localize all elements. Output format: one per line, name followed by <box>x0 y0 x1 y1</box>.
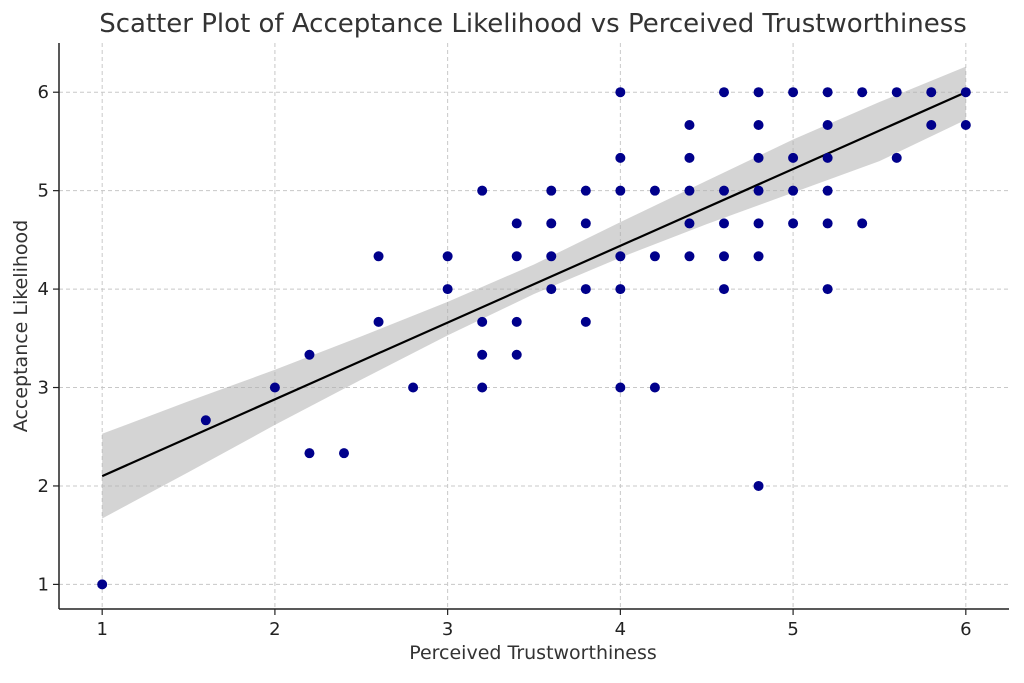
data-point <box>615 152 626 163</box>
data-point <box>511 316 522 327</box>
data-point <box>753 218 764 229</box>
x-tick-label: 6 <box>960 619 971 640</box>
data-point <box>960 87 971 98</box>
data-point <box>719 87 729 98</box>
data-point <box>511 349 522 360</box>
y-tick-label: 5 <box>38 181 49 202</box>
data-point <box>615 87 626 98</box>
data-point <box>788 218 799 229</box>
grid <box>59 43 1009 609</box>
data-point <box>822 284 833 295</box>
data-point <box>719 251 729 262</box>
data-point <box>753 480 764 491</box>
data-point <box>649 382 660 393</box>
y-tick-label: 1 <box>38 574 49 595</box>
data-point <box>822 87 833 98</box>
data-point <box>891 152 902 163</box>
data-point <box>960 119 971 130</box>
x-tick-label: 3 <box>442 619 453 640</box>
data-point <box>788 152 799 163</box>
y-axis-label: Acceptance Likelihood <box>10 220 32 432</box>
data-point <box>580 185 591 196</box>
data-point <box>822 152 833 163</box>
y-tick-label: 6 <box>38 82 49 103</box>
data-point <box>753 87 764 98</box>
data-point <box>684 152 695 163</box>
data-point <box>857 218 868 229</box>
x-tick-label: 1 <box>96 619 107 640</box>
data-point <box>580 284 591 295</box>
data-point <box>649 251 660 262</box>
data-point <box>339 448 349 459</box>
y-tick-label: 2 <box>38 476 49 497</box>
y-tick-label: 4 <box>38 279 49 300</box>
x-tick-label: 5 <box>787 619 798 640</box>
data-point <box>753 185 764 196</box>
data-points-layer <box>97 87 971 590</box>
data-point <box>546 251 557 262</box>
data-point <box>511 251 522 262</box>
data-point <box>408 382 419 393</box>
data-point <box>926 87 937 98</box>
data-point <box>788 185 799 196</box>
data-point <box>546 284 557 295</box>
tick-labels: 1 2 3 4 5 6 1 2 3 4 5 6 <box>38 82 972 640</box>
data-point <box>477 316 488 327</box>
data-point <box>822 218 833 229</box>
data-point <box>857 87 868 98</box>
confidence-band-layer <box>102 66 966 519</box>
regression-line <box>101 91 967 478</box>
data-point <box>373 251 384 262</box>
data-point <box>511 218 522 229</box>
data-point <box>926 119 937 130</box>
data-point <box>753 251 764 262</box>
data-point <box>891 87 902 98</box>
data-point <box>615 185 626 196</box>
data-point <box>269 382 280 393</box>
data-point <box>477 382 488 393</box>
data-point <box>684 185 695 196</box>
data-point <box>200 415 211 426</box>
data-point <box>719 284 729 295</box>
data-point <box>753 119 764 130</box>
axes <box>58 43 1009 610</box>
data-point <box>580 316 591 327</box>
x-tick-label: 4 <box>615 619 626 640</box>
data-point <box>615 251 626 262</box>
data-point <box>822 185 833 196</box>
regression-line-layer <box>101 91 967 478</box>
data-point <box>719 185 729 196</box>
chart-title: Scatter Plot of Acceptance Likelihood vs… <box>99 9 967 39</box>
data-point <box>615 382 626 393</box>
data-point <box>822 119 833 130</box>
data-point <box>546 218 557 229</box>
data-point <box>580 218 591 229</box>
data-point <box>477 185 488 196</box>
data-point <box>442 284 453 295</box>
data-point <box>684 218 695 229</box>
data-point <box>719 218 729 229</box>
x-axis-label: Perceived Trustworthiness <box>409 642 657 664</box>
data-point <box>304 448 315 459</box>
data-point <box>373 316 384 327</box>
data-point <box>97 579 108 590</box>
data-point <box>615 284 626 295</box>
data-point <box>442 251 453 262</box>
x-tick-label: 2 <box>269 619 280 640</box>
data-point <box>788 87 799 98</box>
data-point <box>649 185 660 196</box>
data-point <box>546 185 557 196</box>
data-point <box>477 349 488 360</box>
data-point <box>684 251 695 262</box>
y-tick-label: 3 <box>38 378 49 399</box>
confidence-band <box>102 66 966 519</box>
data-point <box>753 152 764 163</box>
data-point <box>304 349 315 360</box>
data-point <box>684 119 695 130</box>
